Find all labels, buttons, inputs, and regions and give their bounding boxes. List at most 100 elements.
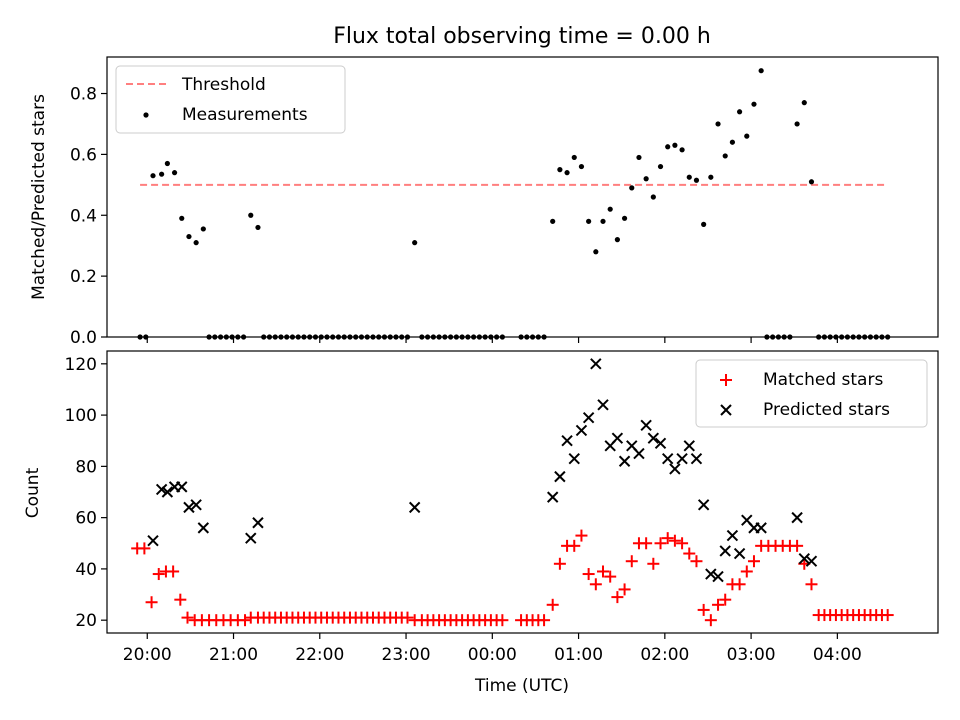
top-y-tick-label: 0.2 [70,267,97,287]
bottom-y-tick-label: 100 [65,406,97,426]
x-tick-label: 00:00 [468,645,517,665]
measurement-point [412,240,418,246]
matched-star-point [174,593,187,606]
measurement-point [248,212,254,218]
predicted-star-point [575,424,588,437]
measurement-point [179,215,185,221]
matched-star-point [661,532,674,545]
predicted-star-point [176,481,188,493]
matched-star-point [597,565,610,578]
bottom-y-tick-label: 40 [75,560,97,580]
matched-star-point [654,537,667,550]
measurement-point [578,163,585,170]
predicted-star-point [640,419,652,432]
x-tick-label: 20:00 [123,645,172,665]
bottom-y-ticks: 20 40 60 80 100 120 [65,355,107,631]
measurement-point [164,160,170,167]
predicted-star-point [791,511,803,524]
matched-star-point [618,583,631,596]
x-tick-label: 03:00 [727,645,776,665]
predicted-star-point [582,411,595,424]
predicted-star-point [197,522,210,534]
top-y-tick-label: 0.4 [70,206,97,226]
bottom-y-tick-label: 120 [65,355,97,375]
bottom-y-tick-label: 60 [75,509,97,529]
matched-star-point [719,593,732,606]
top-axes-frame [106,56,939,338]
predicted-star-point [647,432,660,444]
matched-star-point [704,614,717,627]
matched-star-point [181,611,194,624]
matched-star-point [647,557,660,570]
measurement-point [701,221,707,227]
measurement-point [744,133,750,139]
predicted-star-point [633,447,645,460]
measurement-point [751,101,757,107]
predicted-star-point [161,486,174,498]
matched-star-point [611,591,624,604]
bottom-legend: Matched stars Predicted stars [695,359,928,428]
measurement-point [586,218,592,224]
matched-star-point [712,598,725,611]
bottom-y-tick-label: 20 [75,611,97,631]
chart-title: Flux total observing time = 0.00 h [333,24,711,49]
bottom-panel: Count Time (UTC) 20 40 60 80 100 120 20:00 21:… [23,350,939,696]
predicted-star-point [726,529,739,542]
measurement-point [808,179,815,185]
measurement-point [571,154,577,161]
measurement-point [607,206,613,212]
bottom-legend-box [695,359,928,428]
matched-star-point [496,614,509,627]
matched-star-point [683,547,696,560]
x-tick-label: 04:00 [813,645,862,665]
measurement-point [629,185,635,191]
legend-threshold-label: Threshold [181,75,266,95]
x-axis-label: Time (UTC) [474,676,569,696]
measurement-point [159,171,165,177]
predicted-star-point [798,552,810,565]
measurement-point [686,174,692,180]
matched-star-point [791,539,804,552]
bottom-axes-frame [106,350,939,634]
bottom-plot-marks [131,358,894,627]
predicted-star-point [597,399,609,411]
legend-predicted-label: Predicted stars [763,400,890,420]
measurement-point [679,147,685,153]
predicted-star-point [690,452,703,465]
predicted-star-point [408,501,421,514]
matched-star-point [604,570,617,583]
measurement-point [672,142,678,148]
bottom-y-tick-label: 80 [75,457,97,477]
x-tick-label: 02:00 [640,645,689,665]
predicted-star-point [554,470,566,483]
top-y-tick-label: 0.8 [70,85,97,105]
predicted-star-point [719,545,731,557]
matched-star-point [145,596,158,609]
matched-star-point [239,614,252,627]
predicted-star-point [697,499,710,511]
predicted-star-point [561,435,573,447]
top-y-tick-label: 0.6 [70,145,97,165]
matched-star-point [553,557,566,570]
predicted-star-point [245,532,257,544]
matched-star-point [881,609,894,622]
matched-star-point [697,603,710,616]
predicted-star-point [705,568,717,580]
top-y-tick-label: 0.0 [70,328,97,348]
predicted-star-point [669,463,681,475]
measurement-point [657,163,664,170]
measurement-point [621,215,628,221]
predicted-star-point [546,491,559,503]
measurement-point [650,194,656,200]
predicted-star-point [590,358,602,370]
measurement-point [550,218,556,224]
matched-star-point [401,611,414,624]
measurement-point [801,100,807,106]
predicted-star-point [190,499,202,511]
measurement-point [150,173,156,179]
matched-star-point [740,565,753,578]
matched-star-point [733,578,746,591]
predicted-star-point [568,452,580,465]
x-tick-label: 21:00 [209,645,258,665]
matched-star-point [582,568,595,581]
